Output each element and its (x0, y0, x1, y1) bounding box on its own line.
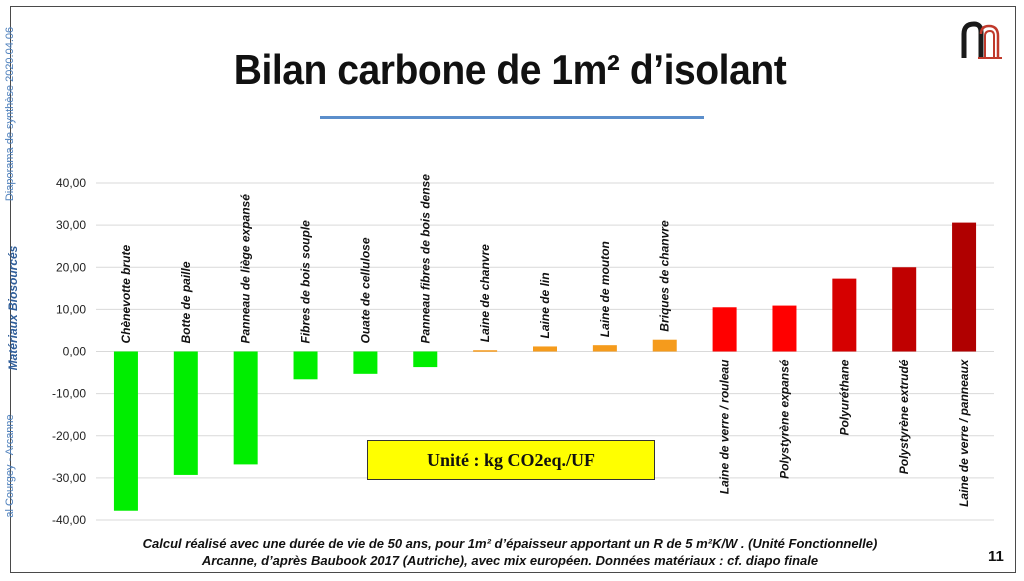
y-tick-label: -40,00 (52, 513, 86, 527)
category-label: Panneau fibres de bois dense (418, 174, 432, 344)
y-tick-label: 30,00 (56, 218, 86, 232)
category-label: Fibres de bois souple (299, 220, 313, 344)
category-label: Chènevotte brute (119, 244, 133, 343)
y-axis-ticks: -40,00 -30,00 -20,00 -10,00 0,00 10,00 20,00 30… (52, 176, 86, 527)
bar (173, 351, 198, 475)
y-tick-label: 40,00 (56, 176, 86, 190)
unit-note: Unité : kg CO2eq./UF (367, 440, 655, 480)
footer-note-line2: Arcanne, d’après Baubook 2017 (Autriche)… (201, 553, 819, 568)
category-label: Panneau de liège expansé (239, 194, 253, 344)
bar (892, 267, 917, 352)
slide-frame (10, 6, 1016, 573)
category-label: Polyuréthane (837, 359, 851, 435)
category-label: Polystyrène expansé (777, 359, 791, 479)
category-label: Botte de paille (179, 261, 193, 343)
slide-title: Bilan carbone de 1m² d’isolant (233, 46, 787, 93)
y-tick-label: -30,00 (52, 471, 86, 485)
category-label: Laine de mouton (598, 241, 612, 337)
bar (353, 351, 378, 374)
bar (233, 351, 258, 465)
bar (473, 350, 498, 352)
bar (293, 351, 318, 380)
bar (832, 278, 857, 352)
bar (413, 351, 438, 368)
bar (533, 346, 557, 352)
y-tick-label: 0,00 (63, 345, 87, 359)
bars (113, 222, 977, 511)
title-underline (320, 116, 704, 119)
y-tick-label: 10,00 (56, 302, 86, 316)
category-label: Laine de verre / rouleau (718, 359, 732, 494)
footer-note-line1: Calcul réalisé avec une durée de vie de … (142, 536, 878, 551)
bar (952, 222, 977, 352)
category-label: Laine de lin (538, 272, 552, 338)
y-tick-label: 20,00 (56, 260, 86, 274)
bar (652, 339, 677, 352)
arcanne-logo-icon (961, 21, 1002, 59)
page-number: 11 (988, 548, 1004, 565)
category-label: Ouate de cellulose (358, 237, 372, 343)
category-labels: Chènevotte brute Botte de paille Panneau d… (119, 174, 971, 507)
category-label: Briques de chanvre (658, 220, 672, 332)
y-tick-label: -20,00 (52, 429, 86, 443)
bar (113, 351, 138, 511)
category-label: Laine de verre / panneaux (957, 358, 971, 507)
category-label: Laine de chanvre (478, 244, 492, 342)
category-label: Polystyrène extrudé (897, 359, 911, 474)
bar (712, 307, 737, 352)
bar (772, 305, 797, 352)
y-tick-label: -10,00 (52, 387, 86, 401)
bar (592, 345, 617, 352)
